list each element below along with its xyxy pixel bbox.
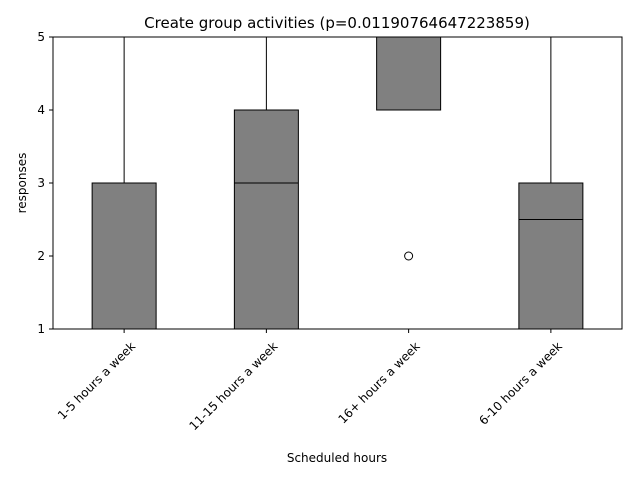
x-tick-label: 1-5 hours a week — [55, 339, 138, 422]
box-body — [518, 182, 584, 330]
box-1 — [91, 36, 157, 330]
x-axis-label: Scheduled hours — [287, 451, 387, 465]
y-tick-label: 2 — [37, 249, 45, 263]
y-axis-label: responses — [15, 153, 29, 214]
box-body — [91, 182, 157, 330]
y-tick-label: 3 — [37, 176, 45, 190]
box-body — [376, 36, 442, 111]
y-tick-label: 4 — [37, 103, 45, 117]
box-3 — [376, 36, 442, 261]
outlier-point — [404, 251, 414, 261]
box-body — [233, 109, 299, 330]
x-axis: 1-5 hours a week 11-15 hours a week 16+ ho… — [55, 329, 565, 433]
x-tick-label: 16+ hours a week — [335, 339, 422, 426]
box-2 — [233, 36, 299, 330]
box-4 — [518, 36, 584, 330]
chart-title: Create group activities (p=0.01190764647… — [144, 14, 530, 32]
x-tick-label: 6-10 hours a week — [476, 339, 565, 428]
y-tick-label: 5 — [37, 30, 45, 44]
plot-area — [52, 36, 623, 330]
x-tick-label: 11-15 hours a week — [186, 339, 280, 433]
y-axis: 1 2 3 4 5 — [37, 30, 53, 336]
y-tick-label: 1 — [37, 322, 45, 336]
